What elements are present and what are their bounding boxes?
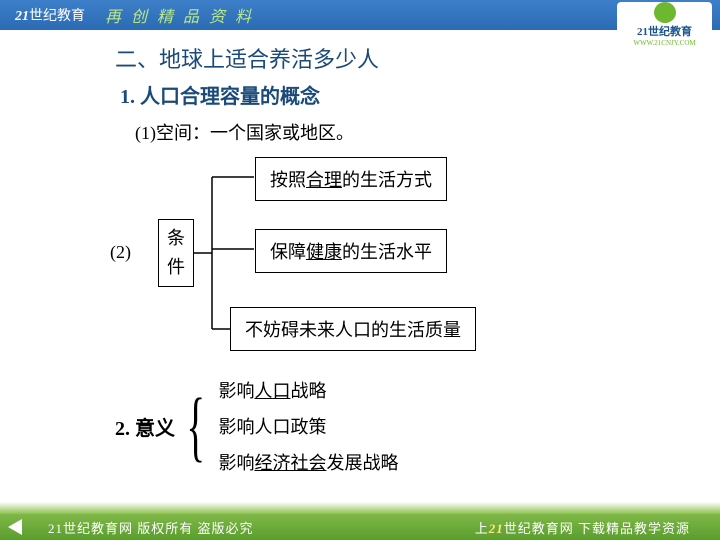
sec2-label: 2. 意义 (115, 412, 175, 441)
cond-char-2: 件 (167, 253, 185, 282)
item-box-3: 不妨碍未来人口的生活质量 (230, 307, 476, 351)
section-2: 2. 意义 { 影响人口战略 影响人口政策 影响经济社会发展战略 (115, 377, 680, 475)
logo-text: 21世纪教育 (637, 23, 692, 39)
section-title: 二、地球上适合养活多少人 (115, 42, 680, 74)
footer-left: 21世纪教育网 版权所有 盗版必究 (48, 518, 254, 537)
sec2-item-2: 影响人口政策 (218, 413, 398, 439)
sec2-item-1: 影响人口战略 (218, 377, 398, 403)
brand-number: 21 (15, 9, 29, 24)
item-box-2: 保障健康的生活水平 (255, 229, 447, 273)
footer-right: 上21世纪教育网 下载精品教学资源 (475, 518, 690, 537)
slogan: 再 创 精 品 资 料 (105, 3, 254, 27)
logo-url: WWW.21CNJY.COM (633, 39, 695, 47)
sec2-items: 影响人口战略 影响人口政策 影响经济社会发展战略 (218, 377, 398, 475)
brand: 21世纪教育 (15, 5, 85, 25)
footer: 21世纪教育网 版权所有 盗版必究 上21世纪教育网 下载精品教学资源 (0, 504, 720, 540)
grass-decoration (0, 502, 720, 514)
content: 二、地球上适合养活多少人 1. 人口合理容量的概念 (1)空间：一个国家或地区。… (0, 30, 720, 475)
cond-char-1: 条 (167, 224, 185, 253)
condition-diagram: (2) 条 件 按照合理的生活方式 保障健康的生活水平 不妨碍未来人口的生活质量 (110, 157, 680, 357)
point-2-label: (2) (110, 242, 131, 263)
footer-bar: 21世纪教育网 版权所有 盗版必究 上21世纪教育网 下载精品教学资源 (0, 514, 720, 540)
header-bar: 21世纪教育 再 创 精 品 资 料 (0, 0, 720, 30)
brace-icon: { (186, 387, 205, 465)
sec2-item-3: 影响经济社会发展战略 (218, 449, 398, 475)
logo: 21世纪教育 WWW.21CNJY.COM (617, 2, 712, 47)
item-box-1: 按照合理的生活方式 (255, 157, 447, 201)
back-arrow-icon[interactable] (8, 519, 22, 535)
concept-title: 1. 人口合理容量的概念 (120, 80, 680, 109)
condition-box: 条 件 (158, 219, 194, 287)
brand-text: 世纪教育 (29, 9, 85, 24)
point-1: (1)空间：一个国家或地区。 (135, 119, 680, 145)
logo-icon (654, 2, 676, 23)
